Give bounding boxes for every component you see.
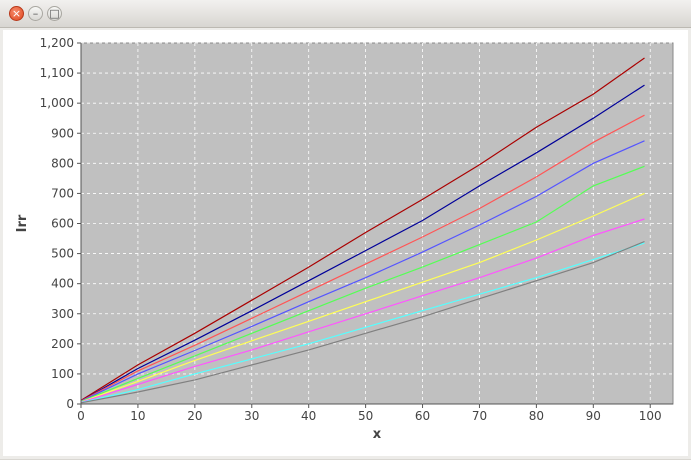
y-tick-label: 400 [51, 277, 74, 291]
x-tick-label: 50 [358, 409, 373, 423]
x-tick-label: 70 [472, 409, 487, 423]
series-line-9 [80, 240, 645, 404]
minimize-icon[interactable]: – [28, 6, 43, 21]
y-tick-label: 1,100 [40, 66, 74, 80]
x-tick-label: 60 [415, 409, 430, 423]
series-line-4 [80, 140, 645, 402]
series-line-2 [80, 84, 645, 402]
series-line-5 [80, 165, 645, 403]
y-tick-label: 700 [51, 186, 74, 200]
x-tick-label: 100 [639, 409, 662, 423]
y-tick-label: 500 [51, 247, 74, 261]
y-tick-label: 0 [66, 397, 74, 411]
series-line-8 [80, 242, 645, 404]
title-bar[interactable]: × – □ [0, 0, 691, 28]
x-tick-label: 20 [187, 409, 202, 423]
x-tick-label: 80 [529, 409, 544, 423]
y-tick-label: 1,200 [40, 36, 74, 50]
y-tick-label: 600 [51, 217, 74, 231]
x-tick-label: 30 [244, 409, 259, 423]
y-tick-label: 1,000 [40, 96, 74, 110]
y-tick-label: 200 [51, 337, 74, 351]
series-layer [80, 57, 645, 404]
x-tick-label: 10 [130, 409, 145, 423]
x-axis-label: x [373, 427, 382, 442]
series-line-6 [80, 192, 645, 403]
y-tick-label: 100 [51, 367, 74, 381]
maximize-icon[interactable]: □ [47, 6, 62, 21]
chart-panel: 0 10 20 30 40 50 60 70 80 90 100 0 100 200 300 400 500 60… [3, 30, 688, 456]
x-tick-label: 0 [77, 409, 85, 423]
series-line-7 [80, 218, 645, 403]
line-chart: 0 10 20 30 40 50 60 70 80 90 100 0 100 200 300 400 500 60… [15, 36, 674, 442]
series-line-3 [80, 114, 645, 402]
y-tick-label: 300 [51, 307, 74, 321]
series-line-1 [80, 57, 645, 401]
y-tick-label: 800 [51, 156, 74, 170]
y-tick-label: 900 [51, 126, 74, 140]
x-tick-label: 40 [301, 409, 316, 423]
close-icon[interactable]: × [9, 6, 24, 21]
x-tick-label: 90 [586, 409, 601, 423]
y-axis-label: Irr [15, 214, 30, 232]
axes: 0 10 20 30 40 50 60 70 80 90 100 0 100 200 300 400 500 60… [40, 36, 673, 423]
